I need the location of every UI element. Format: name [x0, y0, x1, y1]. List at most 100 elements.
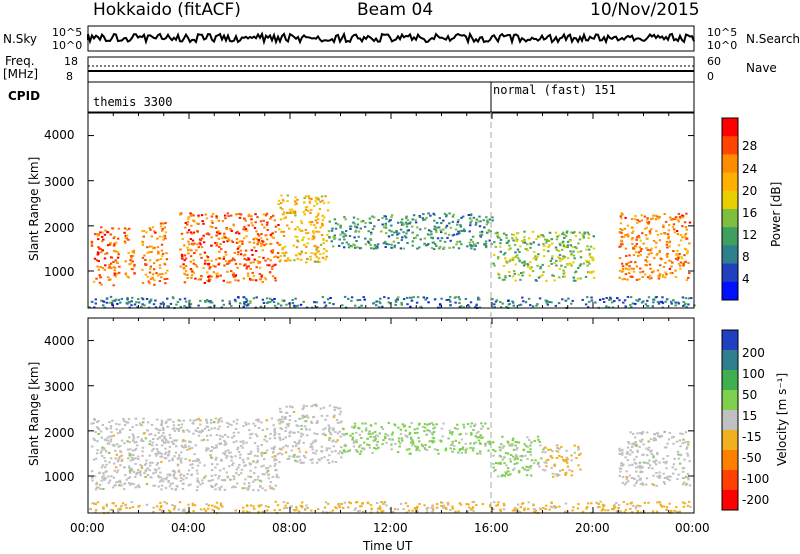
- power-plot-cell: [225, 228, 229, 230]
- power-plot-cell: [428, 229, 431, 232]
- power-plot-cell: [383, 296, 386, 299]
- velocity-plot-cell: [444, 449, 447, 452]
- velocity-plot-cell: [127, 457, 130, 460]
- velocity-plot-cell: [196, 480, 199, 483]
- velocity-plot-cell: [545, 504, 548, 507]
- velocity-plot-cell: [190, 473, 193, 476]
- velocity-plot-cell: [453, 448, 456, 451]
- velocity-plot-cell: [632, 442, 635, 445]
- velocity-plot-cell: [423, 504, 426, 507]
- nsky-tick-top: 10^5: [52, 26, 83, 39]
- power-plot-cell: [410, 299, 413, 302]
- velocity-plot-cell: [631, 451, 634, 454]
- velocity-plot-cell: [102, 472, 105, 475]
- velocity-plot-cell: [617, 504, 621, 507]
- power-plot-cell: [588, 254, 591, 257]
- power-plot-cell: [230, 214, 233, 217]
- velocity-plot-cell: [495, 462, 498, 464]
- power-plot-cell: [141, 244, 145, 246]
- velocity-plot-cell: [351, 425, 354, 428]
- power-plot-cell: [579, 250, 583, 253]
- power-plot-cell: [668, 224, 671, 226]
- velocity-plot-cell: [265, 471, 269, 474]
- velocity-plot-cell: [128, 469, 132, 472]
- power-plot-cell: [382, 226, 386, 229]
- velocity-plot-cell: [241, 446, 244, 449]
- velocity-plot-cell: [182, 439, 185, 442]
- power-plot-cell: [632, 230, 635, 233]
- power-plot-cell: [449, 239, 452, 242]
- power-plot-cell: [146, 251, 149, 254]
- power-plot-cell: [399, 247, 403, 250]
- power-plot-cell: [231, 257, 235, 260]
- velocity-plot-cell: [311, 445, 314, 448]
- velocity-plot-cell: [116, 469, 120, 472]
- power-plot-cell: [504, 276, 507, 279]
- velocity-plot-cell: [159, 501, 162, 504]
- velocity-plot-cell: [215, 483, 218, 485]
- power-plot-cell: [204, 213, 207, 216]
- power-plot-cell: [161, 228, 164, 230]
- velocity-plot-cell: [226, 455, 229, 457]
- velocity-plot-cell: [199, 419, 202, 422]
- power-plot-cell: [245, 301, 248, 303]
- velocity-plot-cell: [211, 446, 214, 448]
- power-plot-cell: [486, 220, 489, 223]
- velocity-plot-cell: [154, 452, 157, 455]
- velocity-plot-cell: [103, 448, 106, 451]
- power-plot-cell: [217, 219, 221, 222]
- power-plot-cell: [310, 209, 313, 212]
- power-plot-cell: [158, 280, 162, 282]
- power-plot-cell: [222, 303, 225, 306]
- power-plot-cell: [520, 272, 523, 274]
- velocity-plot-cell: [158, 436, 161, 439]
- power-plot-cell: [230, 259, 233, 262]
- power-plot-cell: [659, 300, 662, 303]
- power-plot-cell: [553, 262, 556, 264]
- power-plot-cell: [262, 213, 266, 216]
- velocity-plot-cell: [469, 446, 472, 449]
- power-plot-cell: [532, 257, 535, 260]
- velocity-plot-cell: [633, 484, 636, 487]
- power-plot-cell: [114, 275, 118, 278]
- power-plot-cell: [536, 303, 539, 306]
- velocity-plot-cell: [373, 447, 376, 449]
- velocity-plot-cell: [339, 410, 343, 413]
- power-plot-cell: [189, 212, 192, 215]
- power-plot-cell: [468, 305, 471, 308]
- power-plot-cell: [306, 209, 310, 212]
- power-plot-cell: [313, 301, 316, 304]
- power-plot-cell: [456, 223, 459, 226]
- velocity-plot-cell: [223, 453, 227, 456]
- velocity-plot-cell: [234, 428, 238, 430]
- velocity-plot-cell: [207, 429, 211, 432]
- power-plot-cell: [103, 268, 106, 271]
- velocity-plot-cell: [633, 461, 637, 464]
- velocity-plot-cell: [416, 447, 419, 450]
- velocity-plot-cell: [256, 445, 260, 448]
- power-plot-cell: [325, 255, 328, 258]
- velocity-plot-cell: [302, 461, 305, 464]
- power-plot-cell: [345, 241, 348, 244]
- power-plot-cell: [247, 258, 251, 261]
- velocity-plot-cell: [91, 445, 94, 448]
- velocity-plot-cell: [618, 467, 621, 470]
- power-plot-cell: [523, 262, 527, 265]
- power-plot-cell: [144, 264, 147, 266]
- velocity-plot-cell: [433, 448, 437, 451]
- velocity-plot-cell: [205, 449, 208, 452]
- power-plot-cell: [405, 215, 408, 218]
- power-plot-cell: [530, 266, 533, 269]
- power-plot-cell: [184, 226, 187, 229]
- velocity-plot-cell: [176, 457, 180, 460]
- velocity-plot-cell: [298, 455, 301, 458]
- power-plot-cell: [449, 300, 452, 303]
- velocity-plot-cell: [126, 440, 129, 443]
- power-plot-cell: [295, 202, 298, 205]
- velocity-plot-cell: [130, 456, 134, 459]
- power-plot-cell: [648, 230, 652, 233]
- power-plot-cell: [384, 222, 387, 225]
- power-plot-cell: [370, 233, 373, 236]
- power-plot-cell: [204, 259, 207, 262]
- velocity-plot-cell: [314, 403, 318, 406]
